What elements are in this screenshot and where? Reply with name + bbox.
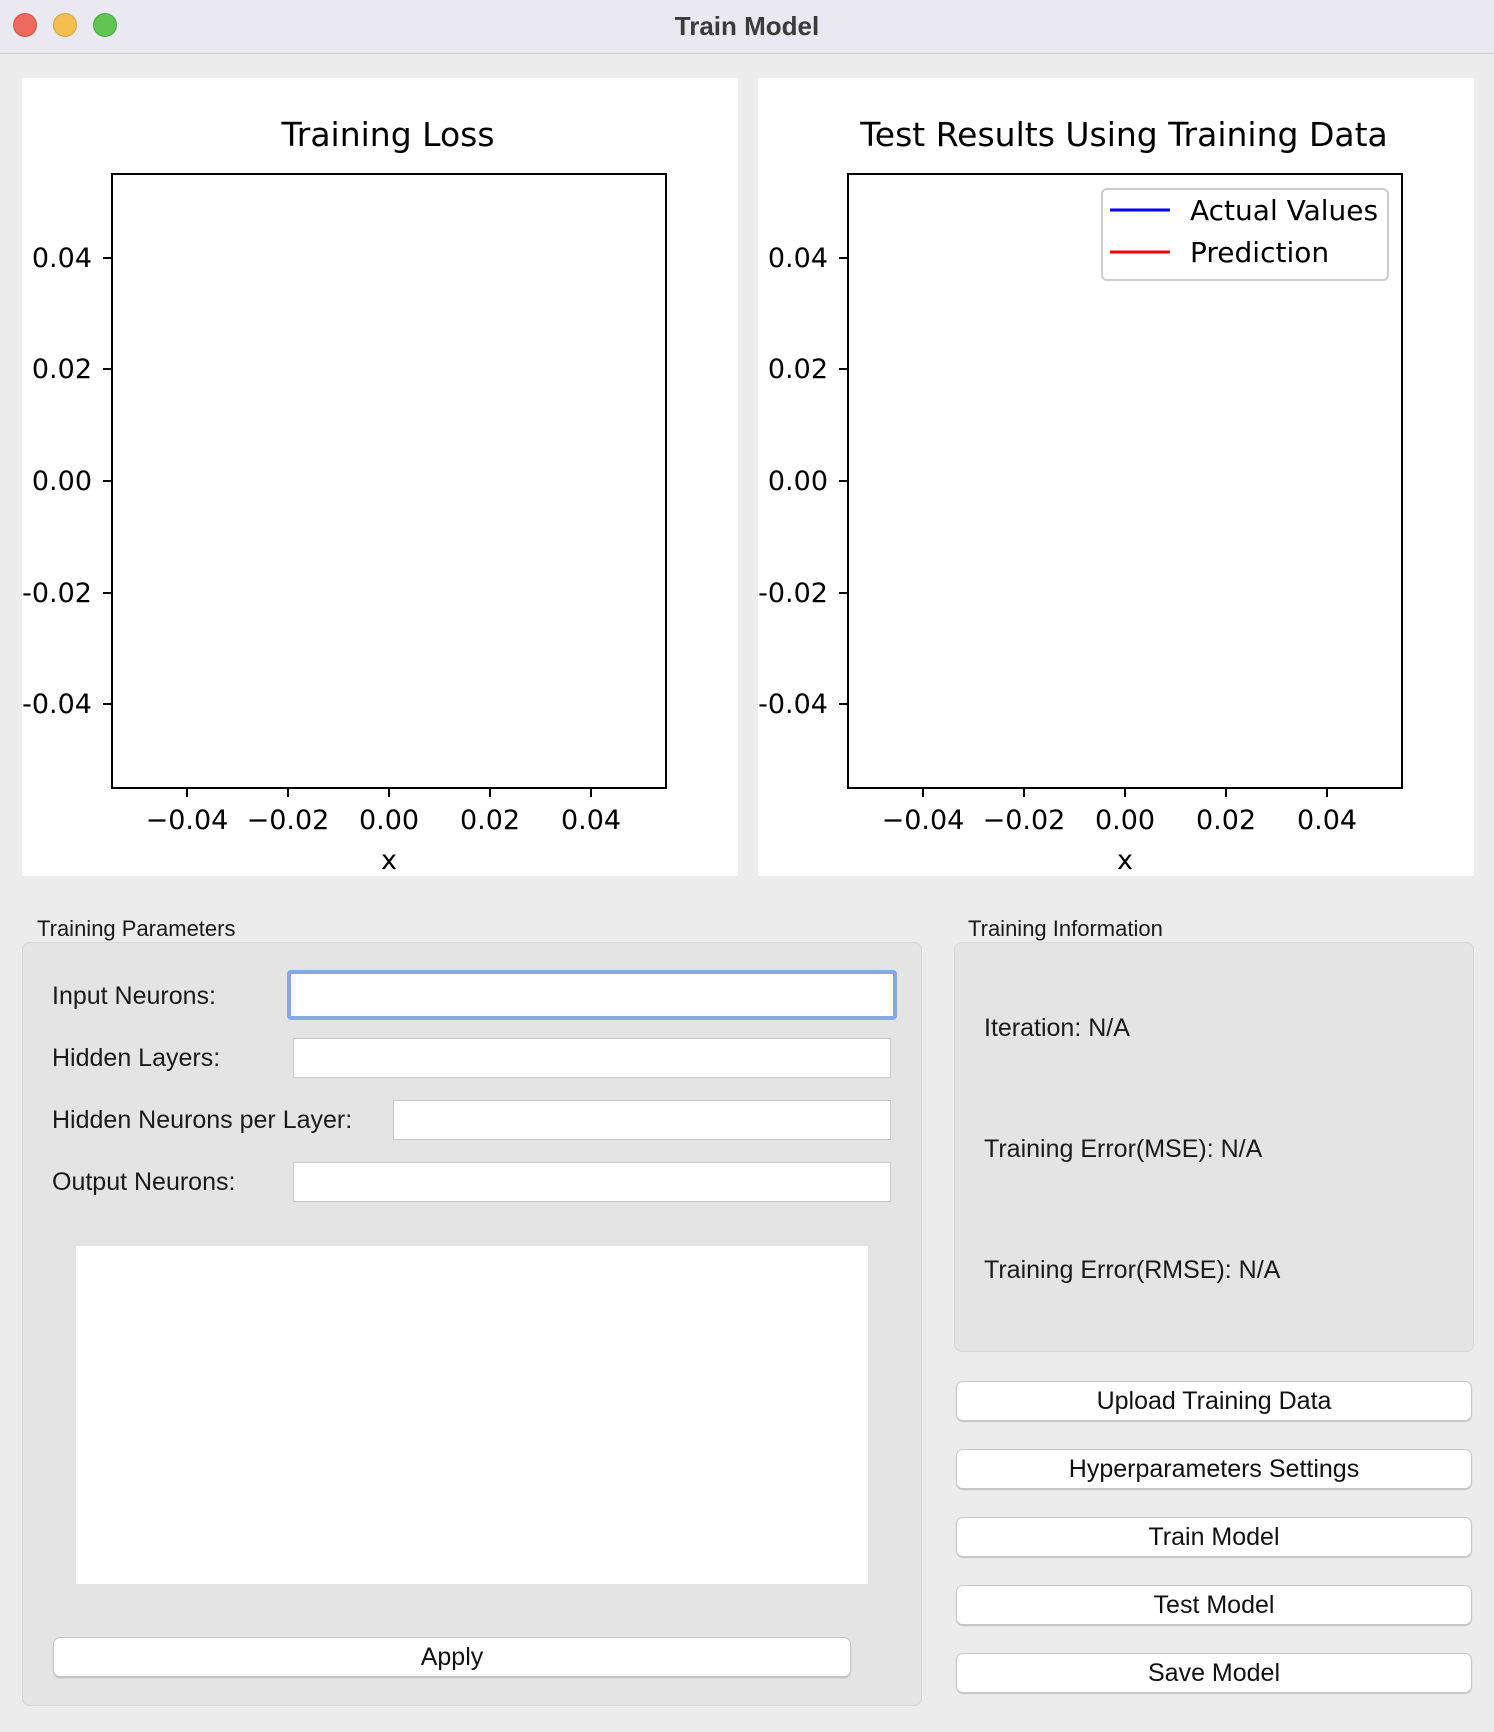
apply-button[interactable]: Apply xyxy=(53,1637,851,1677)
y-tick-label: -0.02 xyxy=(758,578,828,609)
test-results-yticks: 0.04 0.02 0.00 -0.02 -0.04 xyxy=(758,243,848,720)
test-results-xlabel: x xyxy=(1117,845,1133,876)
hidden-layers-field[interactable] xyxy=(293,1038,891,1078)
legend-label-actual: Actual Values xyxy=(1190,194,1378,227)
training-information-title: Training Information xyxy=(968,916,1163,941)
output-neurons-field[interactable] xyxy=(293,1162,891,1202)
y-tick-label: 0.02 xyxy=(32,354,92,385)
hidden-neurons-field[interactable] xyxy=(393,1100,891,1140)
y-tick-label: 0.00 xyxy=(32,466,92,497)
test-model-button[interactable]: Test Model xyxy=(956,1585,1472,1625)
mse-text: Training Error(MSE): N/A xyxy=(984,1135,1263,1163)
x-tick-label: 0.04 xyxy=(1297,805,1357,836)
hyperparameters-settings-button[interactable]: Hyperparameters Settings xyxy=(956,1449,1472,1489)
upload-training-data-button[interactable]: Upload Training Data xyxy=(956,1381,1472,1421)
window-maximize-button[interactable] xyxy=(93,13,117,37)
y-tick-label: 0.02 xyxy=(768,354,828,385)
output-neurons-label: Output Neurons: xyxy=(52,1168,236,1196)
test-results-title: Test Results Using Training Data xyxy=(859,115,1387,154)
x-tick-label: −0.04 xyxy=(882,805,965,836)
x-tick-label: 0.04 xyxy=(561,805,621,836)
x-tick-label: 0.02 xyxy=(1196,805,1256,836)
input-neurons-field[interactable] xyxy=(287,970,897,1020)
hidden-layers-label: Hidden Layers: xyxy=(52,1044,221,1072)
test-results-legend: Actual Values Prediction xyxy=(1101,188,1389,281)
x-tick-label: 0.00 xyxy=(1095,805,1155,836)
input-neurons-label: Input Neurons: xyxy=(52,982,216,1010)
training-loss-axes-frame xyxy=(111,173,667,789)
test-results-xticks: −0.04 −0.02 0.00 0.02 0.04 xyxy=(882,788,1357,836)
train-model-button[interactable]: Train Model xyxy=(956,1517,1472,1557)
y-tick-label: 0.04 xyxy=(32,243,92,274)
x-tick-label: 0.00 xyxy=(359,805,419,836)
save-model-button[interactable]: Save Model xyxy=(956,1653,1472,1693)
training-loss-xlabel: x xyxy=(381,845,397,876)
window-titlebar: Train Model xyxy=(0,0,1494,54)
network-text-area[interactable] xyxy=(76,1246,868,1584)
y-tick-label: -0.04 xyxy=(758,689,828,720)
training-loss-title: Training Loss xyxy=(280,115,494,154)
iteration-text: Iteration: N/A xyxy=(984,1014,1130,1042)
y-tick-label: -0.04 xyxy=(22,689,92,720)
y-tick-label: -0.02 xyxy=(22,578,92,609)
training-parameters-title: Training Parameters xyxy=(37,916,236,941)
test-results-svg: Test Results Using Training Data Actual … xyxy=(758,115,1403,876)
hidden-neurons-label: Hidden Neurons per Layer: xyxy=(52,1106,353,1134)
window-close-button[interactable] xyxy=(13,13,37,37)
legend-label-prediction: Prediction xyxy=(1190,236,1329,269)
training-loss-svg: Training Loss −0.04 −0.02 0.00 0.02 0.04… xyxy=(22,115,667,876)
x-tick-label: −0.04 xyxy=(146,805,229,836)
training-loss-yticks: 0.04 0.02 0.00 -0.02 -0.04 xyxy=(22,243,112,720)
test-results-plot: Test Results Using Training Data Actual … xyxy=(758,78,1474,876)
training-loss-plot: Training Loss −0.04 −0.02 0.00 0.02 0.04… xyxy=(22,78,738,876)
x-tick-label: 0.02 xyxy=(460,805,520,836)
x-tick-label: −0.02 xyxy=(247,805,330,836)
window-minimize-button[interactable] xyxy=(53,13,77,37)
y-tick-label: 0.04 xyxy=(768,243,828,274)
y-tick-label: 0.00 xyxy=(768,466,828,497)
training-information-group xyxy=(954,942,1474,1352)
legend-box xyxy=(1101,188,1389,281)
x-tick-label: −0.02 xyxy=(983,805,1066,836)
rmse-text: Training Error(RMSE): N/A xyxy=(984,1256,1281,1284)
training-loss-xticks: −0.04 −0.02 0.00 0.02 0.04 xyxy=(146,788,621,836)
window-title: Train Model xyxy=(674,11,820,41)
